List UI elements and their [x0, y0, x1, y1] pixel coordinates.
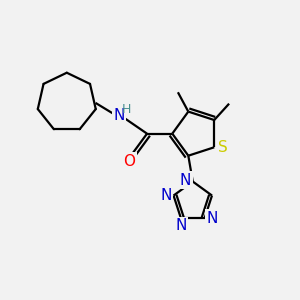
- Text: N: N: [175, 218, 187, 233]
- Text: S: S: [218, 140, 227, 155]
- Text: H: H: [122, 103, 131, 116]
- Text: N: N: [113, 108, 124, 123]
- Text: N: N: [206, 211, 218, 226]
- Text: O: O: [123, 154, 135, 169]
- Text: N: N: [180, 172, 191, 188]
- Text: N: N: [160, 188, 172, 203]
